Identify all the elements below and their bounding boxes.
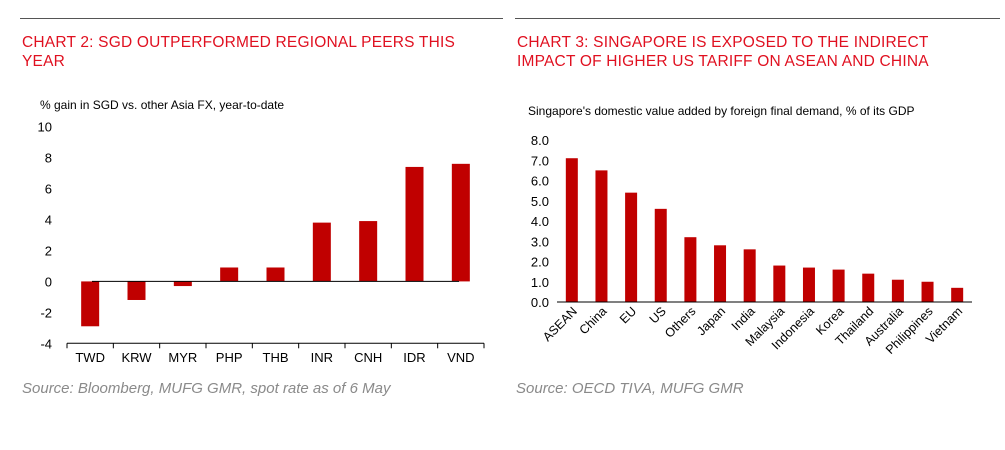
- chart3-xtick-label: China: [577, 304, 610, 337]
- chart3-title: CHART 3: SINGAPORE IS EXPOSED TO THE IND…: [517, 34, 929, 70]
- chart2-ytick-label: 6: [45, 182, 52, 197]
- chart2-ytick-label: 2: [45, 243, 52, 258]
- chart3-bar-vietnam: [951, 287, 964, 302]
- chart2-ytick-label: -4: [40, 336, 52, 351]
- chart2-bar-vnd: [451, 163, 470, 282]
- chart2-bar-inr: [312, 222, 331, 282]
- chart2-xtick-label: MYR: [168, 350, 197, 365]
- chart3-bar-korea: [832, 269, 845, 302]
- chart3-xtick-label: EU: [617, 304, 639, 326]
- chart3-ytick-label: 8.0: [531, 133, 549, 148]
- top-rule-left: [20, 18, 503, 19]
- chart3-bar-eu: [625, 192, 638, 302]
- chart2-ylabel: % gain in SGD vs. other Asia FX, year-to…: [40, 98, 285, 112]
- chart3-ytick-label: 0.0: [531, 295, 549, 310]
- chart2-bar-twd: [81, 281, 100, 327]
- chart3-bar-asean: [565, 158, 578, 302]
- chart2-ytick-label: 4: [45, 213, 52, 228]
- chart3-ylabel: Singapore's domestic value added by fore…: [528, 104, 915, 118]
- chart2-xtick-label: INR: [311, 350, 333, 365]
- chart3-ytick-label: 4.0: [531, 214, 549, 229]
- chart3-ytick-label: 2.0: [531, 255, 549, 270]
- chart3-xtick-label: Japan: [694, 304, 728, 338]
- chart2-xtick-label: TWD: [75, 350, 105, 365]
- chart3-bar-us: [654, 208, 667, 302]
- chart2-ytick-label: -2: [40, 305, 52, 320]
- chart3-bar-philippines: [921, 281, 934, 302]
- chart3-ytick-label: 3.0: [531, 234, 549, 249]
- chart3-bar-india: [743, 249, 756, 302]
- chart3-xtick-label: Others: [662, 304, 698, 340]
- chart2-xtick-label: CNH: [354, 350, 382, 365]
- chart3-xtick-label: ASEAN: [540, 304, 580, 344]
- chart3-source: Source: OECD TIVA, MUFG GMR: [516, 380, 744, 397]
- top-rule-right: [515, 18, 1000, 19]
- chart2-bar-cnh: [359, 221, 378, 282]
- chart3-bar-australia: [891, 279, 904, 302]
- chart2-bar-idr: [405, 166, 424, 282]
- chart2-xtick-label: VND: [447, 350, 474, 365]
- chart3-ytick-label: 1.0: [531, 275, 549, 290]
- chart2-xtick-label: PHP: [216, 350, 243, 365]
- chart3-xtick-label: US: [647, 304, 669, 326]
- chart2-ytick-label: 10: [38, 120, 52, 135]
- chart3-bar-indonesia: [802, 267, 815, 302]
- chart2-xtick-label: THB: [263, 350, 289, 365]
- chart3-bar-china: [595, 170, 608, 302]
- chart2-xtick-label: IDR: [403, 350, 425, 365]
- chart3-bar-thailand: [862, 273, 875, 302]
- chart2-ytick-label: 0: [45, 274, 52, 289]
- chart3-ytick-label: 6.0: [531, 174, 549, 189]
- chart3-bar-others: [684, 237, 697, 302]
- chart2-bar-myr: [173, 281, 192, 287]
- chart2-bar-krw: [127, 281, 146, 300]
- chart2-bar-php: [220, 267, 239, 282]
- chart3-bar-japan: [714, 245, 727, 302]
- chart3-ytick-label: 7.0: [531, 153, 549, 168]
- chart2-bar-thb: [266, 267, 285, 282]
- chart2-title: CHART 2: SGD OUTPERFORMED REGIONAL PEERS…: [22, 34, 456, 70]
- chart2-source: Source: Bloomberg, MUFG GMR, spot rate a…: [22, 380, 391, 397]
- chart2-xtick-label: KRW: [121, 350, 152, 365]
- chart2-ytick-label: 8: [45, 151, 52, 166]
- chart3-bar-malaysia: [773, 265, 786, 302]
- chart3-ytick-label: 5.0: [531, 194, 549, 209]
